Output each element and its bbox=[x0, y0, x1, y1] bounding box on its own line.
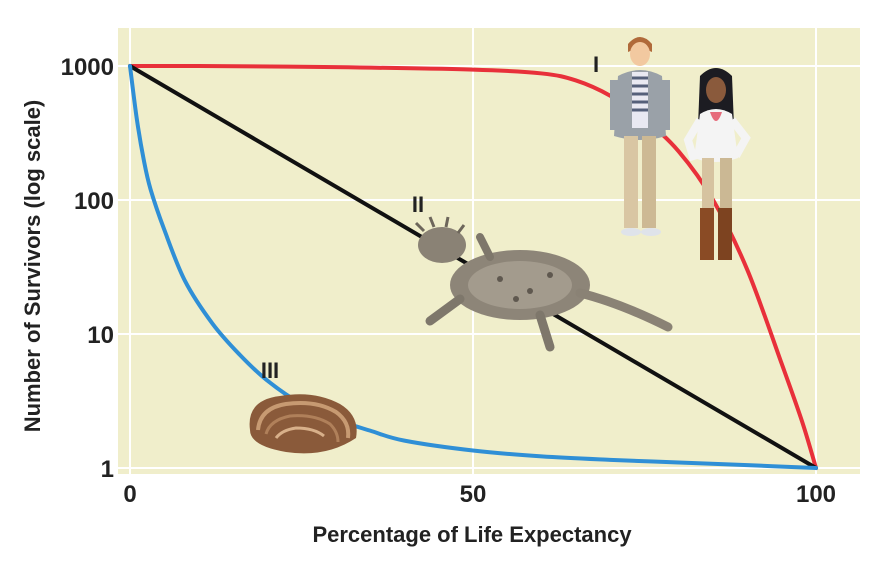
y-tick-label: 1 bbox=[101, 456, 114, 483]
series-label-III: III bbox=[261, 358, 279, 383]
tick-labels: 0 50 100 1 10 100 1000 bbox=[61, 54, 836, 508]
y-axis-title: Number of Survivors (log scale) bbox=[20, 100, 45, 433]
y-tick-label: 10 bbox=[87, 322, 114, 349]
x-axis-title: Percentage of Life Expectancy bbox=[312, 522, 632, 547]
x-tick-label: 100 bbox=[796, 481, 836, 508]
x-tick-label: 0 bbox=[123, 481, 136, 508]
grid-lines bbox=[118, 28, 860, 474]
series-label-II: II bbox=[412, 192, 424, 217]
y-tick-label: 100 bbox=[74, 188, 114, 215]
x-tick-label: 50 bbox=[460, 481, 487, 508]
people-icon bbox=[610, 37, 751, 260]
axis-titles: Percentage of Life Expectancy Number of S… bbox=[20, 100, 632, 547]
y-tick-label: 1000 bbox=[61, 54, 114, 81]
series-label-I: I bbox=[593, 52, 599, 77]
horned-lizard-icon bbox=[414, 216, 673, 352]
clam-shell-icon bbox=[249, 394, 357, 454]
